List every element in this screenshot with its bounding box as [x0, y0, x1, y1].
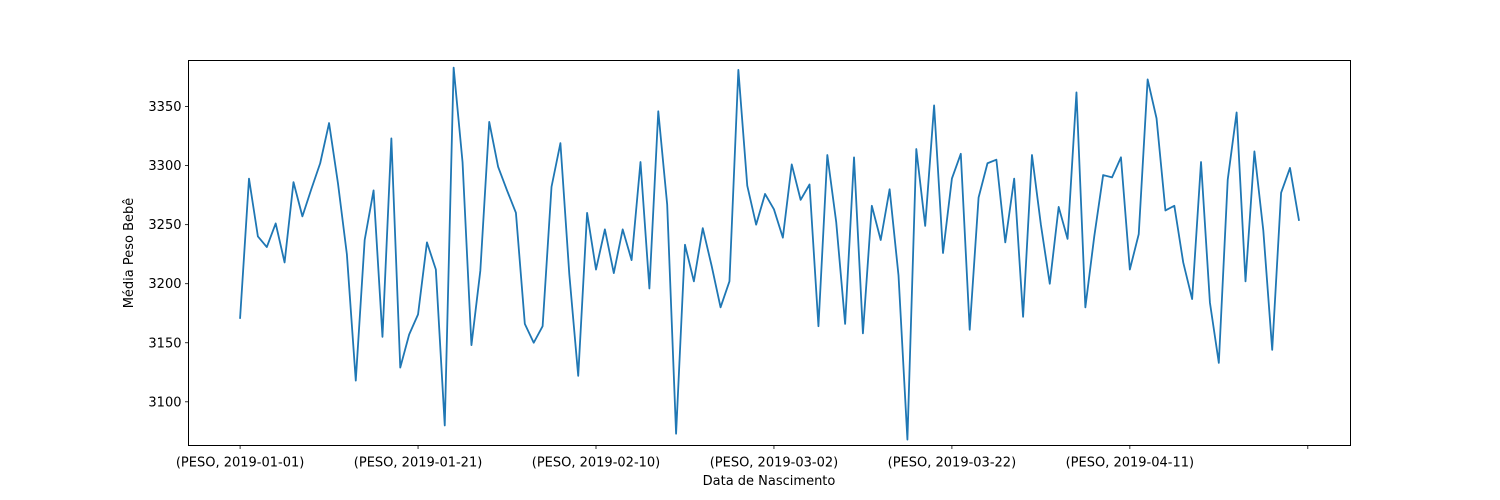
x-tick-label: (PESO, 2019-03-02) — [710, 456, 839, 471]
x-tick-label: (PESO, 2019-01-01) — [176, 456, 305, 471]
x-axis-ticks: (PESO, 2019-01-01) (PESO, 2019-01-21) (PES… — [176, 445, 1309, 471]
series-line — [239, 66, 1300, 441]
plot-area — [188, 60, 1351, 446]
y-tick-label: 3250 — [148, 218, 181, 233]
x-tick-label: (PESO, 2019-03-22) — [888, 456, 1017, 471]
y-axis-ticks: 3100 3150 3200 3250 3300 3350 — [148, 100, 189, 410]
y-tick-label: 3100 — [148, 395, 181, 410]
x-tick-label: (PESO, 2019-01-21) — [354, 456, 483, 471]
x-axis-label: Data de Nascimento — [703, 474, 836, 489]
y-tick-label: 3150 — [148, 336, 181, 351]
x-tick-label: (PESO, 2019-02-10) — [532, 456, 661, 471]
y-tick-label: 3200 — [148, 277, 181, 292]
y-axis-label: Média Peso Bebê — [122, 198, 137, 309]
plot-frame — [188, 60, 1351, 446]
y-tick-label: 3350 — [148, 100, 181, 115]
y-tick-label: 3300 — [148, 159, 181, 174]
x-tick-label: (PESO, 2019-04-11) — [1066, 456, 1195, 471]
